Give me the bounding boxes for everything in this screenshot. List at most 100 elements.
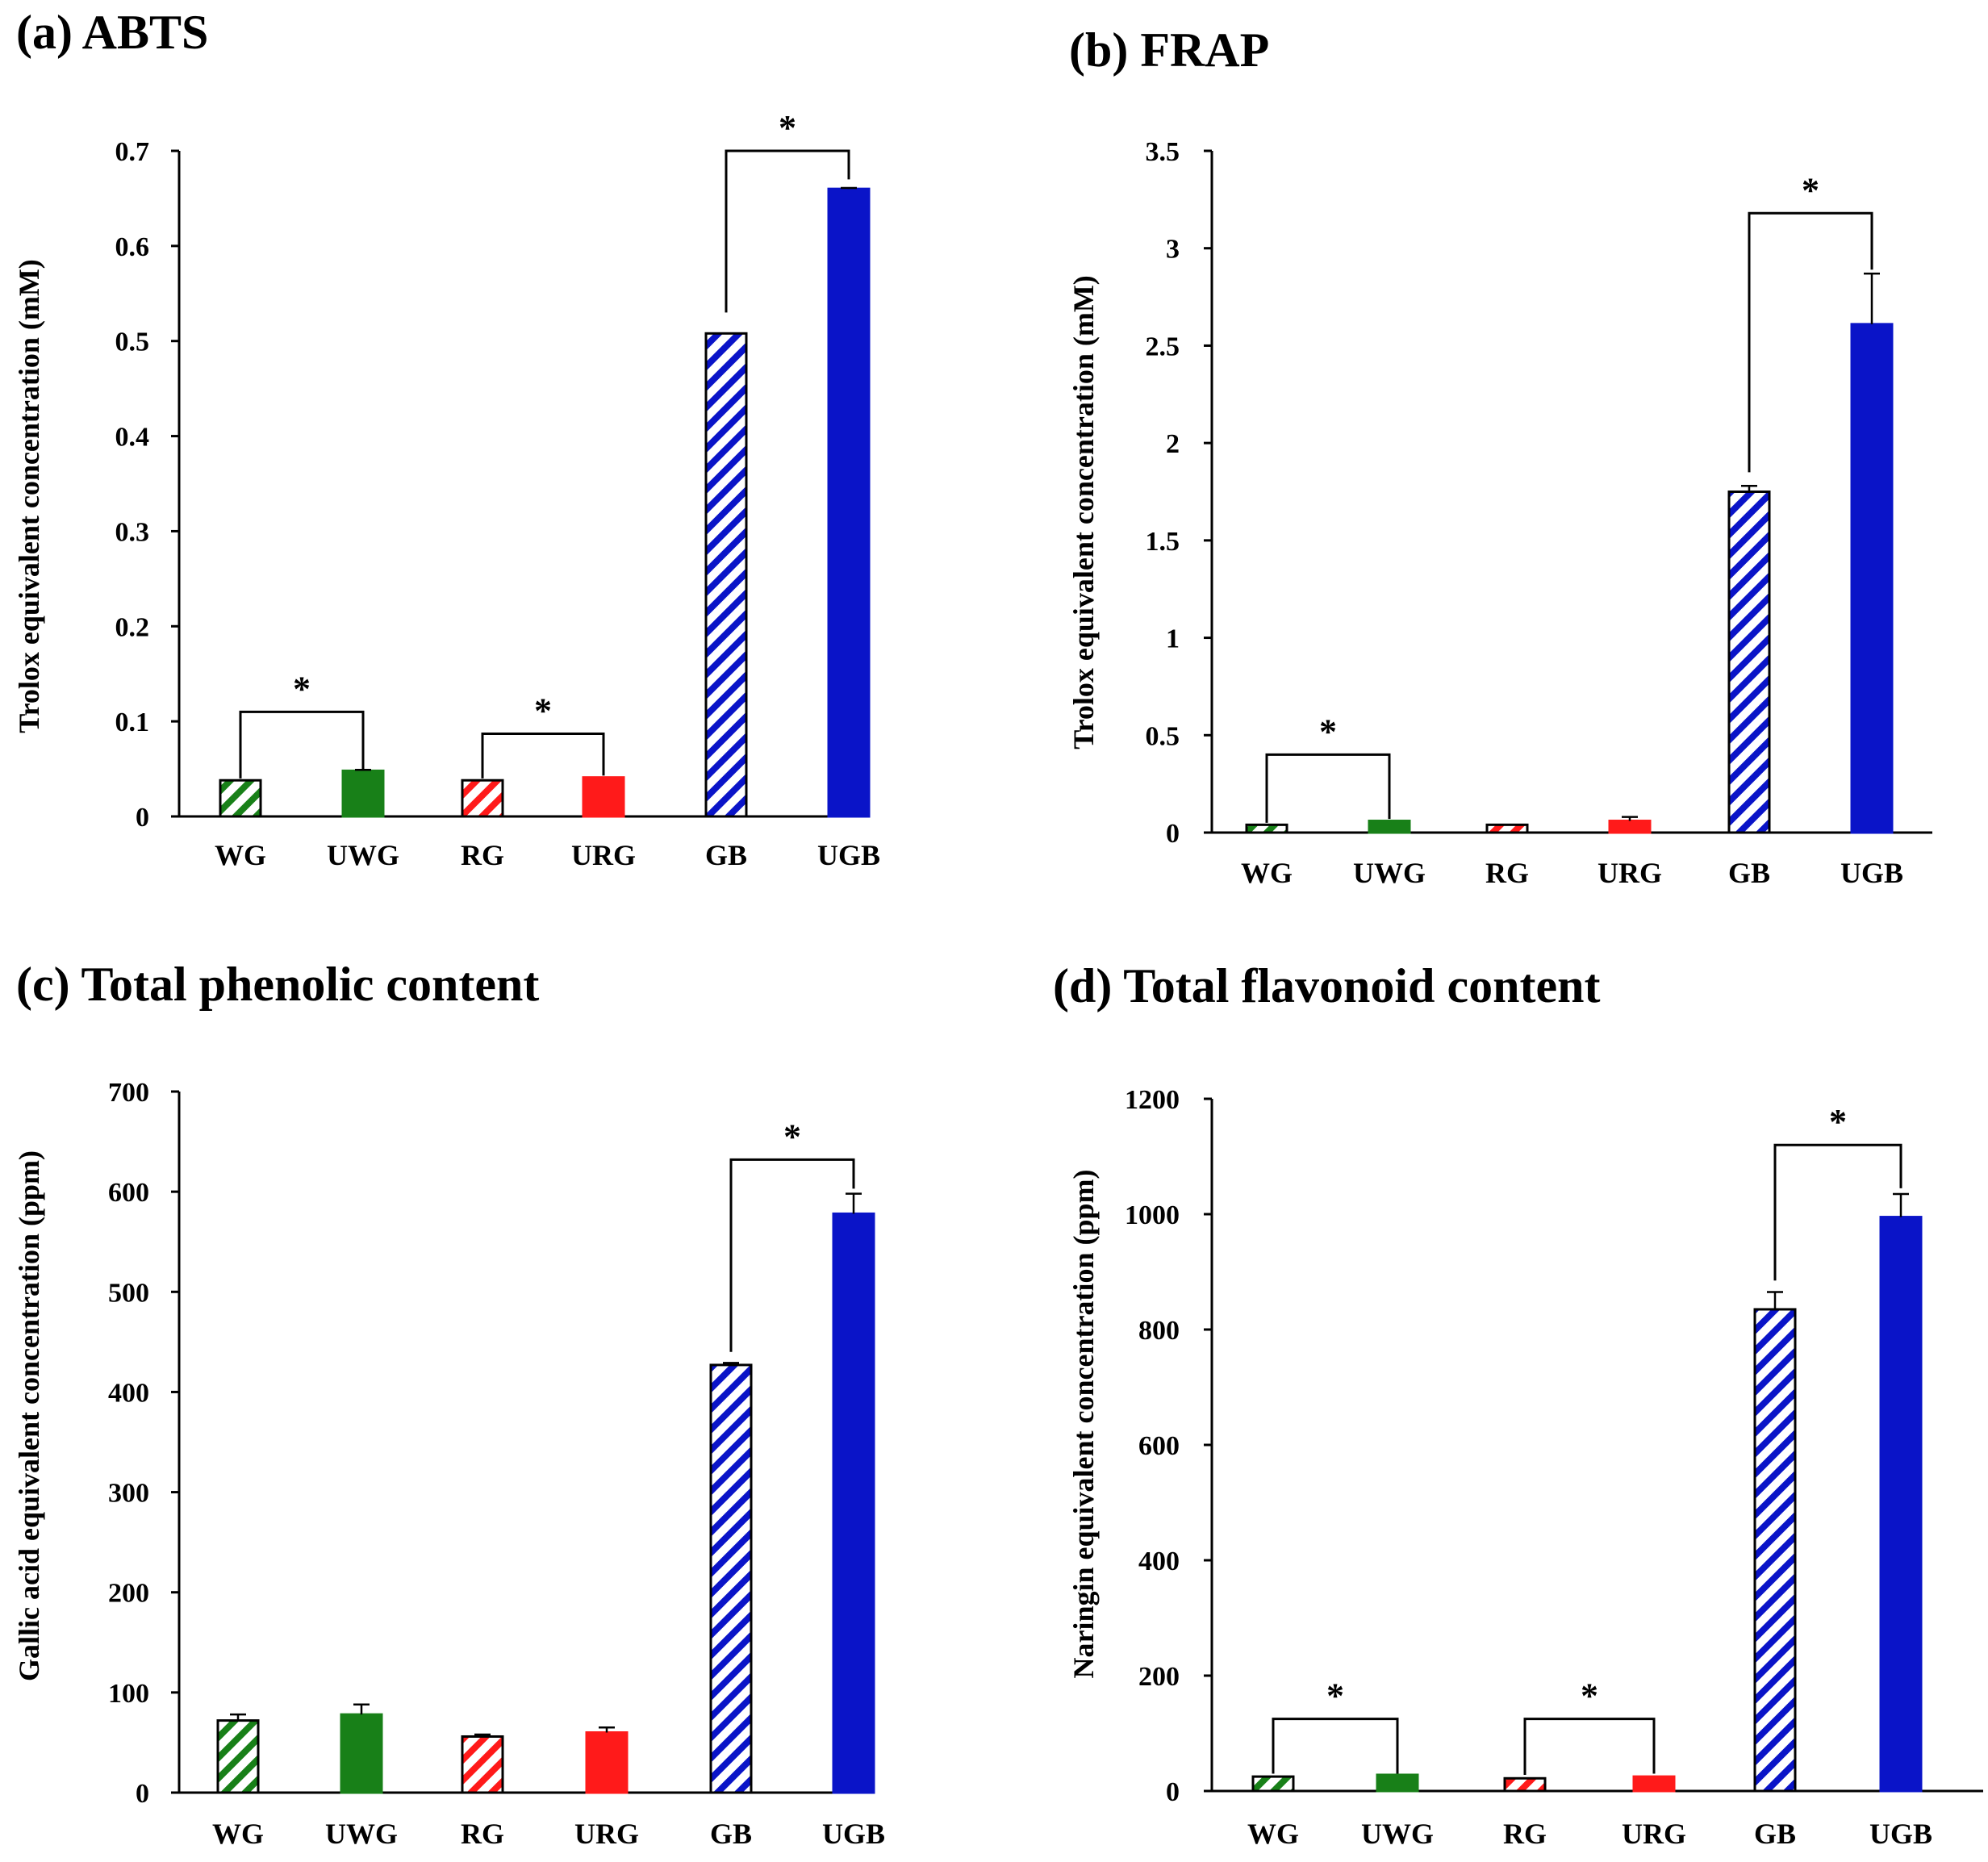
y-tick-label: 0 xyxy=(136,1779,149,1809)
y-tick-label: 800 xyxy=(1138,1316,1180,1346)
y-tick-label: 200 xyxy=(108,1579,149,1609)
significance-bracket xyxy=(239,710,365,779)
y-tick-label: 1000 xyxy=(1125,1200,1180,1230)
y-tick-label: 0.4 xyxy=(115,423,150,453)
y-tick-label: 2 xyxy=(1166,429,1180,459)
category-label: GB xyxy=(1728,857,1770,889)
panel-a-plot: 0 0.1 0.2 0.3 0.4 0.5 0.6 0.7 WG UWG RG URG GB UGB * * * xyxy=(115,108,881,871)
significance-bracket xyxy=(729,1158,855,1352)
panel-c-plot: 0 100 200 300 400 500 600 700 WG UWG RG URG GB UGB * xyxy=(108,1078,885,1850)
category-label: GB xyxy=(705,839,747,871)
significance-star: * xyxy=(779,108,796,148)
significance-bracket xyxy=(1773,1143,1902,1281)
significance-star: * xyxy=(1829,1102,1847,1142)
significance-bracket xyxy=(1272,1718,1399,1774)
bar-uwg xyxy=(1376,1773,1419,1793)
panel-d-title: (d) Total flavonoid content xyxy=(1053,959,1600,1012)
category-label: RG xyxy=(1485,857,1529,889)
category-label: UGB xyxy=(1869,1818,1932,1850)
y-tick-label: 0.7 xyxy=(115,137,150,167)
panel-abts: (a) ABTS Trolox equivalent concentration… xyxy=(13,6,880,871)
bar-rg xyxy=(1503,1776,1547,1793)
bar-gb xyxy=(1753,1308,1797,1793)
panel-flavonoid: (d) Total flavonoid content Naringin equ… xyxy=(1053,959,1983,1850)
bar-urg xyxy=(1632,1775,1676,1793)
bar-urg xyxy=(585,1731,629,1794)
y-tick-label: 0 xyxy=(1166,1777,1180,1807)
bar-gb xyxy=(704,332,748,818)
panel-phenolic: (c) Total phenolic content Gallic acid e… xyxy=(13,958,885,1850)
bar-gb xyxy=(1727,491,1771,834)
y-tick-label: 700 xyxy=(108,1078,149,1108)
y-tick-label: 100 xyxy=(108,1679,149,1709)
significance-star: * xyxy=(783,1117,801,1156)
significance-star: * xyxy=(534,691,552,730)
significance-bracket xyxy=(1523,1718,1656,1775)
panel-a-ylabel: Trolox equivalent concentration (mM) xyxy=(13,259,45,733)
panel-b-title: (b) FRAP xyxy=(1069,23,1269,77)
significance-bracket xyxy=(1748,211,1873,473)
panel-d-plot: 0 200 400 600 800 1000 1200 WG UWG RG URG GB UGB * * * xyxy=(1125,1085,1983,1850)
panel-d-ylabel: Naringin equivalent concentration (ppm) xyxy=(1067,1169,1100,1678)
y-tick-label: 0.5 xyxy=(1146,721,1180,751)
category-label: UGB xyxy=(822,1818,885,1850)
y-tick-label: 0.3 xyxy=(115,517,150,547)
category-label: GB xyxy=(710,1818,752,1850)
bar-wg xyxy=(1251,1775,1295,1793)
y-tick-label: 3.5 xyxy=(1146,137,1180,167)
category-label: UWG xyxy=(325,1818,398,1850)
bar-ugb xyxy=(827,187,871,818)
y-tick-label: 1.5 xyxy=(1146,527,1180,557)
significance-star: * xyxy=(1581,1676,1598,1716)
panel-c-ylabel: Gallic acid equivalent concentration (pp… xyxy=(13,1150,45,1681)
category-label: UGB xyxy=(817,839,880,871)
category-label: RG xyxy=(461,839,504,871)
y-tick-label: 0.5 xyxy=(115,328,150,357)
category-label: UWG xyxy=(1353,857,1426,889)
y-tick-label: 400 xyxy=(1138,1547,1180,1576)
category-label: UWG xyxy=(327,839,399,871)
y-tick-label: 600 xyxy=(108,1178,149,1208)
y-tick-label: 0.1 xyxy=(115,708,150,737)
y-tick-label: 600 xyxy=(1138,1431,1180,1461)
bar-wg xyxy=(1245,823,1288,834)
bar-rg xyxy=(1485,823,1529,834)
category-label: UGB xyxy=(1840,857,1903,889)
y-tick-label: 300 xyxy=(108,1479,149,1509)
category-label: RG xyxy=(1503,1818,1547,1850)
panel-b-ylabel: Trolox equivalent concentration (mM) xyxy=(1067,275,1100,749)
bar-ugb xyxy=(1879,1216,1923,1793)
significance-star: * xyxy=(1319,712,1337,751)
panel-b-plot: 0 0.5 1 1.5 2 2.5 3 3.5 WG UWG RG URG GB UGB * * xyxy=(1146,137,1932,889)
category-label: WG xyxy=(215,839,266,871)
y-tick-label: 3 xyxy=(1166,235,1180,265)
y-tick-label: 500 xyxy=(108,1278,149,1308)
bar-uwg xyxy=(340,1713,383,1794)
y-tick-label: 400 xyxy=(108,1378,149,1408)
bar-ugb xyxy=(1850,323,1894,834)
significance-star: * xyxy=(293,669,311,708)
y-tick-label: 0 xyxy=(1166,819,1180,849)
category-label: WG xyxy=(1247,1818,1299,1850)
category-label: RG xyxy=(461,1818,504,1850)
category-label: UWG xyxy=(1361,1818,1434,1850)
significance-bracket xyxy=(1265,753,1391,823)
y-tick-label: 0.2 xyxy=(115,612,150,642)
significance-bracket xyxy=(725,149,850,313)
bar-wg xyxy=(219,779,262,818)
category-label: GB xyxy=(1754,1818,1796,1850)
bar-uwg xyxy=(1368,820,1411,834)
category-label: URG xyxy=(1598,857,1662,889)
y-tick-label: 1200 xyxy=(1125,1085,1180,1115)
bar-urg xyxy=(582,776,625,818)
bar-ugb xyxy=(832,1212,875,1794)
y-tick-label: 0.6 xyxy=(115,232,150,262)
bar-gb xyxy=(709,1363,753,1794)
y-tick-label: 0 xyxy=(136,803,149,833)
y-tick-label: 200 xyxy=(1138,1662,1180,1692)
y-tick-label: 1 xyxy=(1166,624,1180,654)
significance-star: * xyxy=(1802,170,1819,210)
panel-c-title: (c) Total phenolic content xyxy=(16,958,539,1011)
bar-wg xyxy=(216,1719,260,1794)
